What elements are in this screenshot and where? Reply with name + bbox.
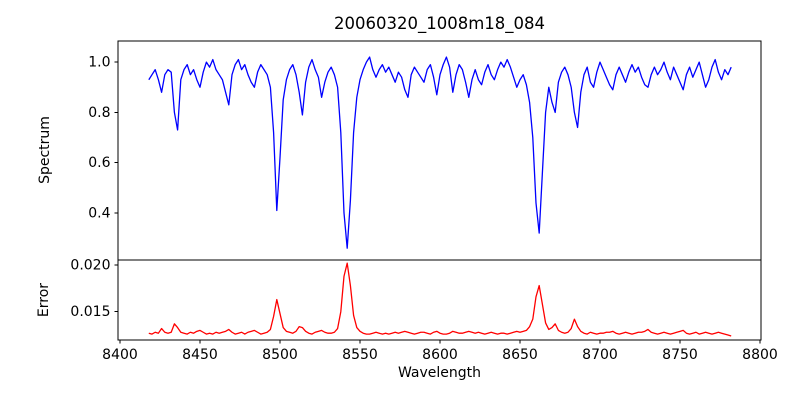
x-tick-label: 8600 <box>422 347 458 363</box>
plot-frame-error <box>117 259 762 341</box>
series-line-spectrum <box>148 56 732 249</box>
spectrum-y-tick-label: 0.6 <box>88 155 110 171</box>
series-line-error <box>148 262 732 337</box>
spectrum-y-tick-label: 1.0 <box>88 55 110 71</box>
x-tick-label: 8450 <box>182 347 218 363</box>
spectrum-y-tick-label: 0.8 <box>88 105 110 121</box>
plot-frame-spectrum <box>117 40 762 261</box>
x-tick-label: 8750 <box>662 347 698 363</box>
x-tick-label: 8650 <box>502 347 538 363</box>
error-y-axis-label: Error <box>36 283 52 317</box>
chart-title: 20060320_1008m18_084 <box>334 14 545 34</box>
x-axis-label: Wavelength <box>398 365 481 381</box>
spectrum-y-tick-label: 0.4 <box>88 205 110 221</box>
x-tick-label: 8700 <box>582 347 618 363</box>
error-y-tick-label: 0.020 <box>70 258 110 274</box>
error-y-tick-label: 0.015 <box>70 304 110 320</box>
x-tick-label: 8550 <box>342 347 378 363</box>
spectrum-y-axis-label: Spectrum <box>37 116 53 184</box>
plot-areas: 0.4 0.6 0.8 1.0 0.015 0.020 8400 8450 8500 8550 86… <box>70 40 778 363</box>
x-tick-label: 8400 <box>102 347 138 363</box>
x-tick-label: 8500 <box>262 347 298 363</box>
x-tick-label: 8800 <box>742 347 778 363</box>
